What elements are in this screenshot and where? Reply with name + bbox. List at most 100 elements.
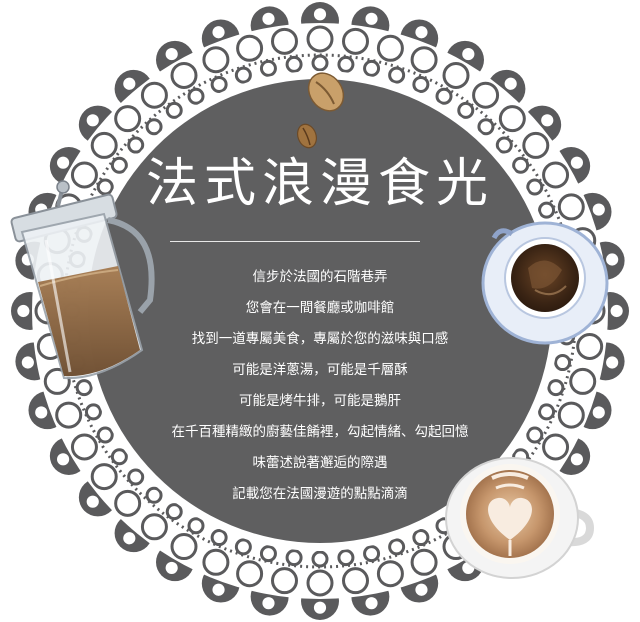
lace-motif — [285, 55, 303, 73]
lace-hole — [86, 495, 99, 508]
lace-motif — [337, 549, 355, 567]
lace-motif — [538, 403, 556, 421]
lace-motif — [114, 489, 142, 517]
lace-motif — [363, 545, 381, 563]
poem-line: 味蕾述說著邂逅的際遇 — [252, 455, 388, 471]
lace-hole — [57, 156, 70, 169]
lace-motif — [165, 503, 183, 521]
lace-motif — [376, 560, 404, 588]
lace-motif — [526, 426, 544, 444]
lace-hole — [123, 532, 136, 545]
lace-motif — [234, 538, 252, 556]
lace-hole — [212, 583, 225, 596]
poem-line: 您會在一間餐廳或咖啡館 — [245, 300, 395, 316]
lace-motif — [114, 105, 142, 133]
center-circle — [88, 79, 552, 543]
lace-motif — [270, 567, 298, 595]
lace-motif — [526, 178, 544, 196]
lace-hole — [610, 304, 623, 318]
lace-hole — [365, 597, 378, 610]
coffee-bean-icon — [307, 72, 345, 112]
lace-motif — [306, 25, 334, 53]
latte-art-cup-icon — [445, 457, 595, 579]
lace-motif — [140, 513, 168, 541]
lace-hole — [462, 48, 475, 61]
lace-motif — [522, 131, 550, 159]
lace-motif — [557, 193, 585, 221]
lace-motif — [498, 105, 526, 133]
lace-motif — [96, 426, 114, 444]
lace-motif — [495, 136, 513, 154]
poem-line: 在千百種精緻的廚藝佳餚裡，勾起情緒、勾起回憶 — [171, 424, 469, 440]
lace-motif — [388, 66, 406, 84]
lace-motif — [127, 136, 145, 154]
lace-motif — [342, 27, 370, 55]
lace-motif — [270, 27, 298, 55]
poem-line: 可能是洋蔥湯，可能是千層酥 — [232, 362, 408, 378]
lace-motif — [202, 548, 230, 576]
lace-motif — [90, 463, 118, 491]
lace-motif — [311, 54, 329, 72]
lace-motif — [512, 156, 530, 174]
lace-motif — [187, 517, 205, 535]
lace-hole — [165, 48, 178, 61]
lace-hole — [313, 601, 327, 614]
french-press-icon — [10, 180, 155, 380]
lace-hole — [17, 304, 30, 318]
coffee-bean-icon — [296, 123, 318, 149]
lace-motif — [236, 560, 264, 588]
lace-motif — [538, 201, 556, 219]
lace-hole — [21, 356, 34, 369]
lace-motif — [55, 401, 83, 429]
lace-motif — [234, 66, 252, 84]
lace-motif — [145, 486, 163, 504]
lace-motif — [259, 59, 277, 77]
lace-motif — [170, 533, 198, 561]
lace-hole — [504, 77, 517, 90]
lace-motif — [342, 567, 370, 595]
lace-motif — [554, 354, 572, 372]
lace-hole — [415, 26, 428, 39]
coffee-cup-icon — [481, 221, 609, 345]
divider — [170, 241, 420, 242]
lace-hole — [365, 12, 378, 25]
lace-motif — [306, 569, 334, 597]
lace-motif — [388, 538, 406, 556]
lace-motif — [236, 34, 264, 62]
poem-line: 可能是烤牛排，可能是鵝肝 — [239, 393, 401, 409]
lace-motif — [337, 55, 355, 73]
lace-motif — [435, 87, 453, 105]
lace-hole — [123, 77, 136, 90]
lace-motif — [202, 46, 230, 74]
lace-motif — [70, 433, 98, 461]
lace-motif — [145, 118, 163, 136]
lace-motif — [442, 61, 470, 89]
lace-hole — [606, 356, 619, 369]
lace-hole — [570, 453, 583, 466]
lace-motif — [376, 34, 404, 62]
lace-motif — [569, 367, 597, 395]
lace-motif — [412, 529, 430, 547]
lace-hole — [57, 453, 70, 466]
lace-motif — [84, 403, 102, 421]
lace-hole — [212, 26, 225, 39]
lace-motif — [472, 81, 500, 109]
lace-hole — [415, 583, 428, 596]
lace-hole — [570, 156, 583, 169]
lace-motif — [542, 161, 570, 189]
page-title: 法式浪漫食光 — [145, 154, 494, 214]
lace-hole — [262, 597, 275, 610]
lace-doily-frame — [11, 2, 629, 620]
lace-motif — [210, 529, 228, 547]
lace-motif — [70, 161, 98, 189]
lace-motif — [547, 379, 565, 397]
poem-line: 記載您在法國漫遊的點點滴滴 — [232, 486, 408, 502]
lace-hole — [262, 12, 275, 25]
lace-motif — [110, 448, 128, 466]
lace-hole — [592, 203, 605, 216]
lace-motif — [410, 548, 438, 576]
lace-motif — [165, 101, 183, 119]
lace-motif — [187, 87, 205, 105]
lace-hole — [541, 114, 554, 127]
